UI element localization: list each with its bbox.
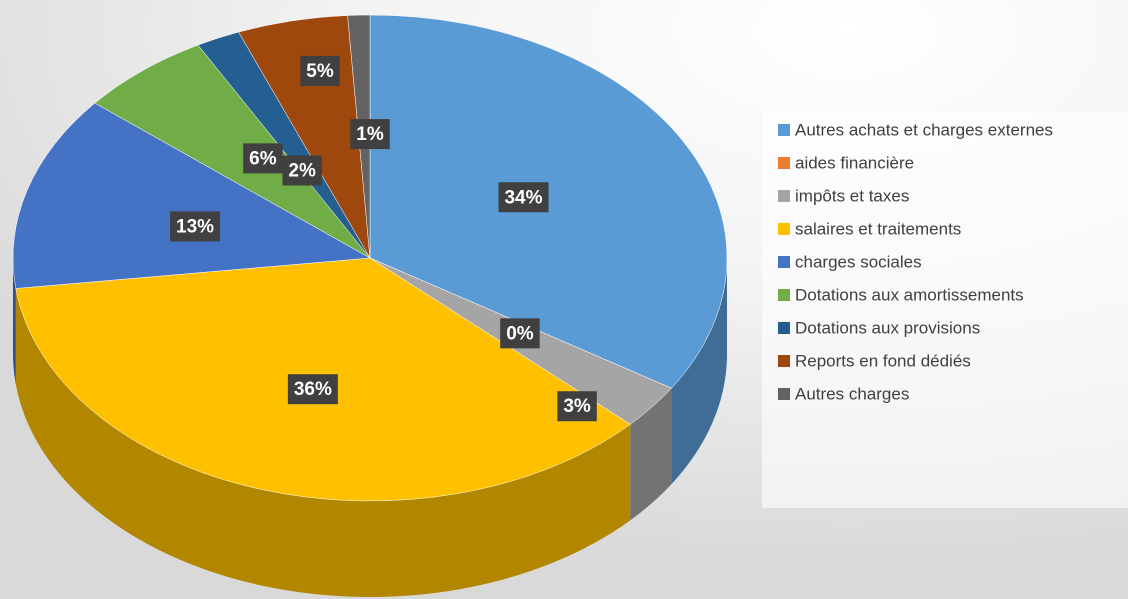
data-label-box — [350, 119, 390, 150]
data-label: 13% — [176, 216, 214, 237]
legend-swatch — [778, 355, 790, 367]
legend-swatch — [778, 157, 790, 169]
legend-label: salaires et traitements — [795, 219, 961, 238]
slice-side — [15, 288, 631, 597]
data-label-box — [498, 182, 549, 213]
data-label-group: 2% — [282, 155, 322, 186]
data-label: 34% — [504, 187, 542, 208]
data-label: 6% — [249, 148, 277, 169]
legend-label: Autres charges — [795, 384, 909, 403]
slice — [94, 44, 371, 259]
data-label-box — [557, 391, 597, 422]
data-label-box — [282, 155, 322, 186]
legend-swatch — [778, 190, 790, 202]
data-label-box — [243, 143, 283, 174]
legend-label: impôts et taxes — [795, 186, 909, 205]
data-label-group: 36% — [287, 374, 338, 405]
data-label: 0% — [506, 323, 534, 344]
legend-box — [762, 112, 1128, 508]
legend-label: Dotations aux provisions — [795, 318, 980, 337]
legend-swatch — [778, 388, 790, 400]
legend-swatch — [778, 124, 790, 136]
data-label-box — [500, 318, 540, 349]
data-label-group: 6% — [243, 143, 283, 174]
data-label: 5% — [306, 61, 334, 82]
slice-side — [13, 258, 16, 385]
slice — [12, 102, 371, 289]
legend-label: Dotations aux amortissements — [795, 285, 1024, 304]
data-label-group: 13% — [170, 211, 221, 242]
slice-side — [671, 258, 727, 485]
data-label-group: 0% — [500, 318, 540, 349]
data-label-group: 5% — [300, 55, 340, 86]
data-label: 2% — [288, 161, 316, 182]
data-label-group: 1% — [350, 119, 390, 150]
legend-swatch — [778, 322, 790, 334]
data-label-group: 3% — [557, 391, 597, 422]
legend-swatch — [778, 223, 790, 235]
data-label: 1% — [356, 124, 384, 145]
data-label-box — [300, 55, 340, 86]
data-label: 3% — [563, 396, 591, 417]
data-label-group: 34% — [498, 182, 549, 213]
legend-swatch — [778, 256, 790, 268]
legend-label: Autres achats et charges externes — [795, 120, 1053, 139]
data-label-box — [287, 374, 338, 405]
legend-label: charges sociales — [795, 252, 922, 271]
data-label: 36% — [294, 379, 332, 400]
data-label-box — [170, 211, 221, 242]
legend-label: aides financière — [795, 153, 914, 172]
legend-label: Reports en fond dédiés — [795, 351, 971, 370]
legend-swatch — [778, 289, 790, 301]
slice-side — [630, 388, 672, 521]
